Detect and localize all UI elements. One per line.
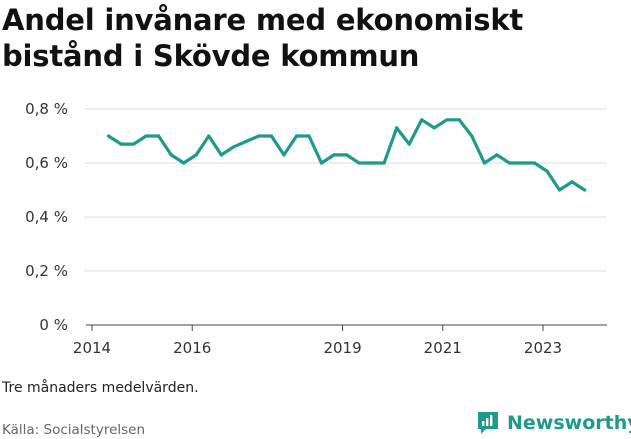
- data-point: [357, 161, 361, 165]
- y-tick-label: 0,2 %: [25, 262, 68, 280]
- data-point: [269, 134, 273, 138]
- y-tick-label: 0,4 %: [25, 208, 68, 226]
- x-tick-label: 2023: [524, 339, 562, 357]
- data-point: [344, 153, 349, 157]
- data-point: [244, 139, 248, 143]
- data-point: [119, 142, 123, 146]
- data-point: [557, 188, 562, 192]
- data-point: [570, 180, 574, 184]
- data-point: [182, 161, 186, 165]
- line-chart: 0 % 0,2 % 0,4 % 0,6 % 0,8 % 2014 2016 2019 2021…: [25, 100, 607, 357]
- data-point: [545, 169, 549, 173]
- y-tick-label: 0 %: [39, 316, 68, 334]
- data-point: [169, 153, 173, 157]
- x-tick-label: 2016: [173, 339, 211, 357]
- y-axis-ticks: 0 % 0,2 % 0,4 % 0,6 % 0,8 %: [25, 100, 68, 334]
- x-tick-label: 2019: [323, 339, 361, 357]
- data-point: [470, 134, 474, 138]
- x-axis: 2014 2016 2019 2021 2023: [73, 324, 607, 357]
- data-point: [219, 153, 223, 157]
- data-point: [532, 161, 537, 165]
- data-point: [282, 153, 286, 157]
- data-point: [294, 134, 299, 138]
- data-point: [457, 118, 461, 122]
- data-point: [332, 153, 336, 157]
- brand-name: Newsworthy: [507, 412, 631, 434]
- data-point: [582, 188, 587, 192]
- data-point: [194, 153, 198, 157]
- data-point: [520, 161, 524, 165]
- data-point: [507, 161, 512, 165]
- data-point: [131, 142, 136, 146]
- data-point: [482, 161, 486, 165]
- newsworthy-logo-icon: [478, 412, 498, 434]
- data-point: [495, 153, 499, 157]
- data-point: [370, 161, 374, 165]
- data-point: [382, 161, 386, 165]
- data-point: [420, 118, 424, 122]
- x-tick-label: 2021: [424, 339, 462, 357]
- data-point: [257, 134, 261, 138]
- source-text: Källa: Socialstyrelsen: [2, 422, 146, 438]
- data-point: [432, 126, 436, 130]
- chart-title: Andel invånare med ekonomiskt bistånd i …: [2, 3, 524, 73]
- data-point: [106, 134, 111, 138]
- data-point: [307, 134, 311, 138]
- data-point: [144, 134, 148, 138]
- data-point: [445, 118, 449, 122]
- y-tick-label: 0,8 %: [25, 100, 68, 118]
- x-tick-label: 2014: [73, 339, 111, 357]
- data-point: [395, 126, 399, 130]
- data-point: [407, 142, 411, 146]
- data-point: [319, 161, 324, 165]
- data-point: [157, 134, 161, 138]
- data-point: [207, 134, 211, 138]
- data-point: [232, 145, 236, 149]
- series-lines: [106, 118, 587, 192]
- chart-note: Tre månaders medelvärden.: [2, 380, 199, 396]
- y-tick-label: 0,6 %: [25, 154, 68, 172]
- newsworthy-logo[interactable]: Newsworthy: [476, 408, 631, 438]
- grid-lines: [84, 108, 607, 272]
